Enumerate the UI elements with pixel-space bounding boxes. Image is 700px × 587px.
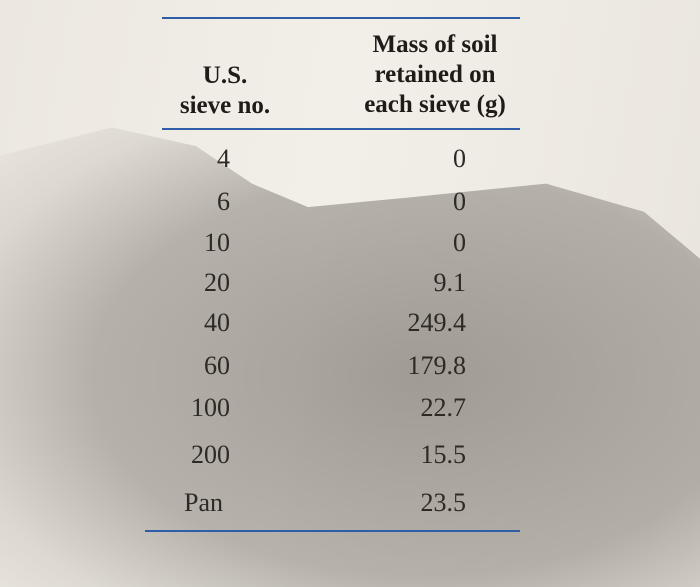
sieve-cell: Pan bbox=[184, 488, 223, 517]
mass-cell: 0 bbox=[453, 228, 466, 257]
mass-cell: 0 bbox=[453, 144, 466, 173]
header-sieve-line-1: U.S. bbox=[202, 62, 248, 89]
sieve-cell: 200 bbox=[191, 440, 230, 469]
sieve-cell: 40 bbox=[204, 308, 230, 337]
header-mass-line-1: Mass of soil bbox=[372, 31, 498, 58]
sieve-cell: 4 bbox=[217, 144, 230, 173]
sieve-cell: 60 bbox=[204, 351, 230, 380]
header-mass-retained: Mass of soil retained on each sieve (g) bbox=[345, 30, 525, 120]
mass-cell: 249.4 bbox=[407, 308, 467, 337]
header-sieve-number: U.S. sieve no. bbox=[160, 61, 290, 121]
sieve-cell: 20 bbox=[204, 268, 230, 297]
sieve-cell: 100 bbox=[191, 393, 230, 422]
header-mass-line-3: each sieve (g) bbox=[364, 91, 506, 118]
sieve-cell: 6 bbox=[217, 187, 230, 216]
mass-cell: 23.5 bbox=[420, 488, 467, 517]
mass-cell: 22.7 bbox=[420, 393, 467, 422]
header-mass-line-2: retained on bbox=[374, 61, 496, 88]
table-top-rule bbox=[162, 17, 520, 19]
mass-cell: 0 bbox=[453, 187, 466, 216]
header-sieve-line-2: sieve no. bbox=[179, 92, 271, 119]
mass-cell: 179.8 bbox=[407, 351, 467, 380]
table-header-rule bbox=[162, 128, 520, 130]
mass-cell: 15.5 bbox=[420, 440, 467, 469]
mass-cell: 9.1 bbox=[433, 268, 467, 297]
table-bottom-rule bbox=[145, 530, 520, 532]
sieve-cell: 10 bbox=[204, 228, 230, 257]
